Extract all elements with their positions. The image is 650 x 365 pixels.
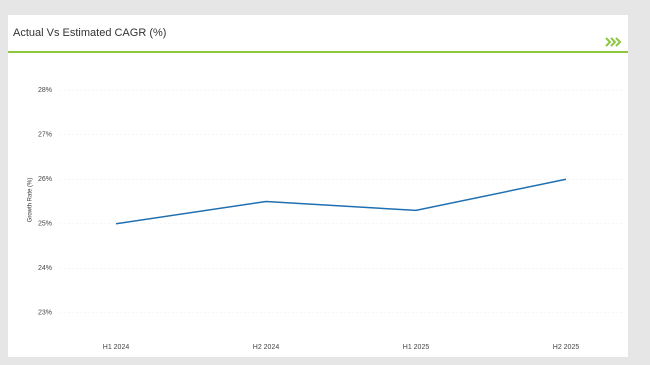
y-tick-label: 25% [38,221,52,228]
y-tick-label: 28% [38,87,52,94]
x-tick-label: H2 2025 [553,344,580,351]
y-tick-label: 27% [38,132,52,139]
chevrons [605,37,622,47]
x-tick-label: H1 2025 [403,344,430,351]
x-tick-label: H1 2024 [103,344,130,351]
y-tick-label: 24% [38,265,52,272]
chart-title: Actual Vs Estimated CAGR (%) [13,27,166,39]
y-tick-label: 23% [38,310,52,317]
y-tick-label: 26% [38,176,52,183]
y-axis-label: Growth Rate (%) [28,178,34,223]
panel [8,15,628,357]
line-series [115,178,567,225]
x-tick-label: H2 2024 [253,344,280,351]
